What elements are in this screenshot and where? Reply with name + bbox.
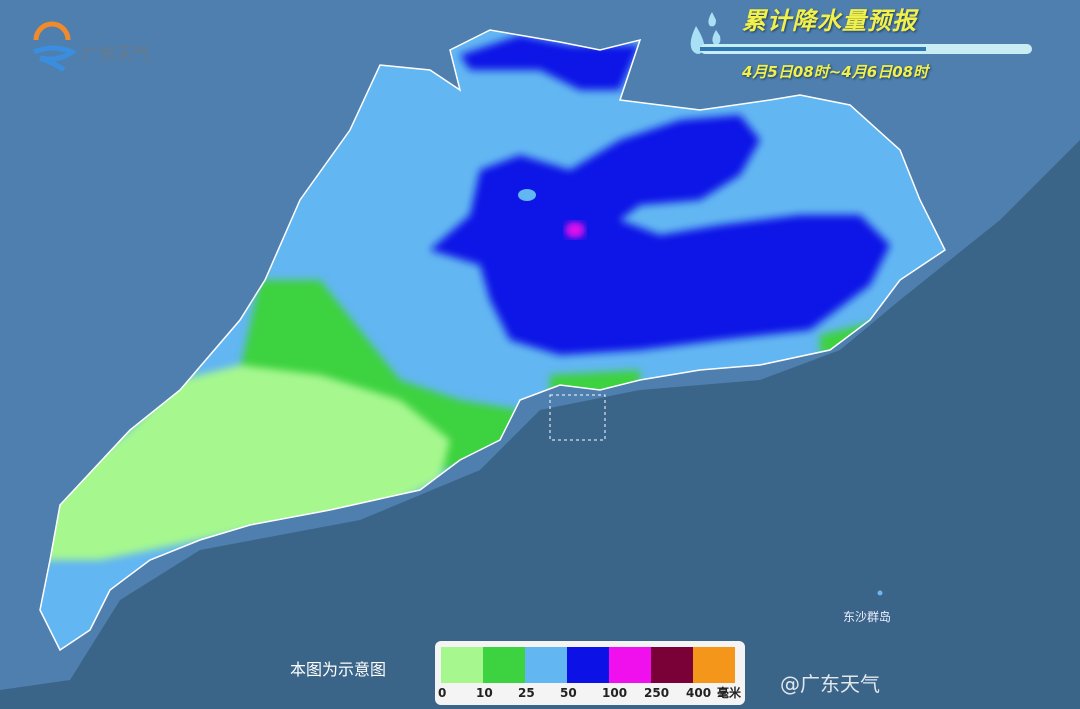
legend-swatches [441,647,735,683]
legend-tick: 250 [644,686,670,700]
island-label: 东沙群岛 [843,610,892,624]
schematic-note: 本图为示意图 [290,660,387,679]
legend-swatch [693,647,735,683]
legend-tick: 400 [686,686,712,700]
water-drop-icon [690,12,721,54]
title-progress-bar [700,44,1032,54]
map-title: 累计降水量预报 [742,7,917,35]
legend-unit: 毫米 [717,686,742,700]
rainfall-legend: 0 10 25 50 100 250 400 毫米 [435,641,745,705]
legend-tick: 10 [476,686,493,700]
rain-zone-50-100 [430,35,890,355]
legend-ticks: 0 10 25 50 100 250 400 毫米 [435,685,745,703]
sun-logo-icon [33,21,78,73]
legend-swatch [609,647,651,683]
legend-tick: 0 [438,686,447,700]
legend-tick: 50 [560,686,577,700]
rain-zone-100-250 [565,222,585,238]
dry-hole [518,189,536,201]
title-progress-fill [700,47,926,51]
legend-swatch [441,647,483,683]
hongkong-boundary [549,394,606,441]
dongsha-island [877,590,883,596]
logo-text: 广东天气 [82,44,150,65]
legend-tick: 25 [518,686,535,700]
legend-swatch [651,647,693,683]
legend-swatch [525,647,567,683]
logo: 广东天气 [28,18,150,74]
legend-swatch [567,647,609,683]
forecast-period: 4月5日08时~4月6日08时 [742,63,929,81]
legend-tick: 100 [602,686,628,700]
province-outline [39,29,946,652]
watermark: @广东天气 [780,672,880,696]
legend-swatch [483,647,525,683]
